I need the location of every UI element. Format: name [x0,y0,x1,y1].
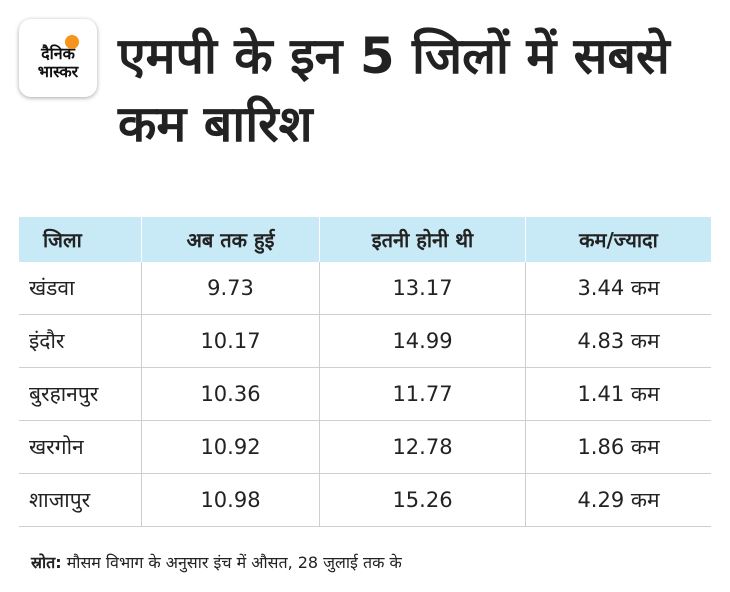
expected-cell: 12.78 [319,421,525,473]
table-row: खंडवा 9.73 13.17 3.44 कम [19,262,711,315]
dainik-bhaskar-logo: दैनिक भास्कर [19,19,97,97]
page-title: एमपी के इन 5 जिलों में सबसे कम बारिश [118,27,670,153]
source-label: स्रोत: [31,553,62,572]
difference-cell: 1.86 कम [525,421,711,473]
rainfall-table: जिला अब तक हुई इतनी होनी थी कम/ज्यादा खं… [19,217,711,527]
received-cell: 10.92 [141,421,319,473]
table-row: इंदौर 10.17 14.99 4.83 कम [19,315,711,368]
expected-cell: 14.99 [319,315,525,367]
district-cell: इंदौर [29,329,65,353]
district-cell: शाजापुर [29,488,91,512]
table-row: शाजापुर 10.98 15.26 4.29 कम [19,474,711,527]
difference-cell: 4.29 कम [525,474,711,526]
district-cell: बुरहानपुर [29,382,99,406]
difference-cell: 4.83 कम [525,315,711,367]
received-cell: 10.17 [141,315,319,367]
header-received: अब तक हुई [141,217,319,262]
header-difference: कम/ज्यादा [525,217,711,262]
sun-icon [65,35,79,49]
table-header: जिला अब तक हुई इतनी होनी थी कम/ज्यादा [19,217,711,262]
source-footnote: स्रोत: मौसम विभाग के अनुसार इंच में औसत,… [31,551,402,573]
received-cell: 9.73 [141,262,319,314]
header-district: जिला [43,228,82,252]
difference-cell: 3.44 कम [525,262,711,314]
logo-line1: दैनिक [41,44,75,63]
logo-line2: भास्कर [37,62,79,81]
district-cell: खरगोन [29,435,84,459]
received-cell: 10.36 [141,368,319,420]
district-cell: खंडवा [29,276,75,300]
received-cell: 10.98 [141,474,319,526]
table-row: बुरहानपुर 10.36 11.77 1.41 कम [19,368,711,421]
source-text: मौसम विभाग के अनुसार इंच में औसत, 28 जुल… [61,553,402,572]
expected-cell: 13.17 [319,262,525,314]
expected-cell: 11.77 [319,368,525,420]
table-row: खरगोन 10.92 12.78 1.86 कम [19,421,711,474]
difference-cell: 1.41 कम [525,368,711,420]
expected-cell: 15.26 [319,474,525,526]
header-expected: इतनी होनी थी [319,217,525,262]
